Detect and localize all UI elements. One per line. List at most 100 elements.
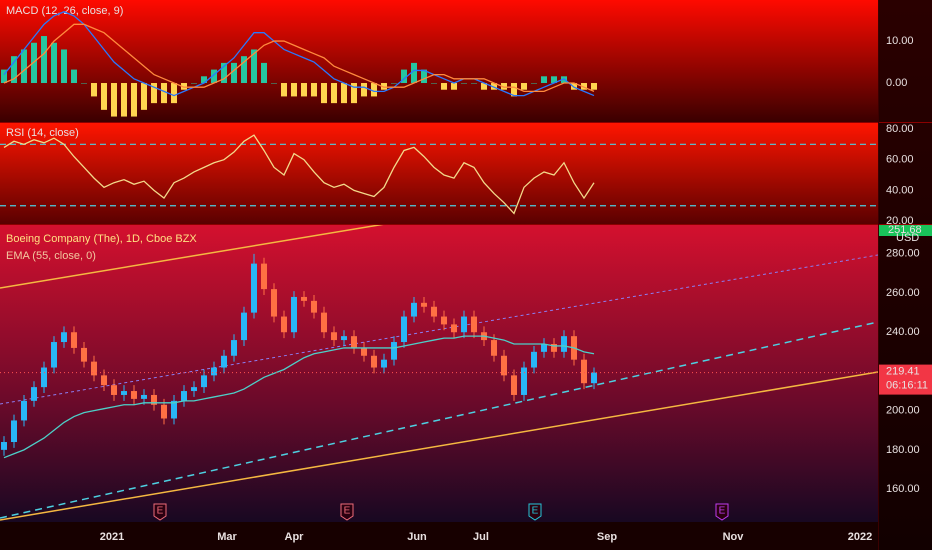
rsi-line [3, 134, 595, 215]
candle-body [31, 387, 37, 401]
histogram-bar [1, 69, 7, 84]
x-tick-label: Nov [723, 531, 745, 543]
histogram-bar [511, 83, 517, 97]
y-tick-label: 180.00 [886, 444, 920, 456]
trend-line [0, 371, 878, 521]
histogram-bar [241, 56, 247, 84]
histogram-bar [401, 69, 407, 84]
macd-plot [1, 11, 597, 117]
histogram-bar [461, 83, 467, 84]
candle-body [511, 375, 517, 395]
rsi-title: RSI (14, close) [6, 127, 79, 139]
candle-body [411, 302, 417, 317]
rsi-plot [0, 134, 878, 215]
histogram-bar [71, 69, 77, 84]
macd-line [3, 11, 595, 97]
y-tick-label: 280.00 [886, 248, 920, 260]
histogram-bar [301, 83, 307, 97]
histogram-bar [121, 83, 127, 117]
histogram-bar [451, 83, 457, 90]
histogram-bar [371, 83, 377, 97]
candle-body [161, 404, 167, 419]
x-tick-label: Jun [407, 531, 427, 543]
histogram-bar [361, 83, 367, 97]
candle-body [261, 263, 267, 290]
y-tick-label: 80.00 [886, 123, 914, 135]
event-label: E [157, 506, 164, 517]
histogram-bar [221, 62, 227, 84]
ema-legend: EMA (55, close, 0) [6, 250, 96, 262]
histogram-bar [331, 83, 337, 104]
candle-body [461, 316, 467, 333]
candle-body [581, 359, 587, 384]
candle-body [421, 302, 427, 307]
top-price-box [879, 225, 932, 236]
candle-body [251, 263, 257, 313]
y-tick-label: 240.00 [886, 326, 920, 338]
y-tick-label: 0.00 [886, 77, 907, 89]
candle-body [391, 342, 397, 360]
y-tick-label: 260.00 [886, 287, 920, 299]
candle-body [111, 385, 117, 395]
candle-body [361, 347, 367, 356]
histogram-bar [151, 83, 157, 104]
histogram-bar [391, 83, 397, 84]
candle-body [141, 394, 147, 399]
histogram-bar [491, 83, 497, 90]
candle-body [311, 300, 317, 313]
histogram-bar [351, 83, 357, 104]
histogram-bar [251, 49, 257, 84]
candle-body [221, 355, 227, 368]
macd-line [3, 23, 595, 93]
histogram-bar [421, 69, 427, 84]
y-tick-label: 10.00 [886, 35, 914, 47]
x-tick-label: Sep [597, 531, 617, 543]
histogram-bar [231, 62, 237, 84]
candle-body [211, 367, 217, 376]
last-price-box [879, 364, 932, 395]
price-plot [1, 253, 597, 459]
histogram-bar [411, 62, 417, 84]
histogram-bar [531, 83, 537, 84]
y-tick-label: 20.00 [886, 215, 914, 227]
histogram-bar [501, 83, 507, 90]
histogram-bar [21, 49, 27, 84]
event-marker [715, 503, 729, 521]
candle-body [371, 355, 377, 368]
histogram-bar [291, 83, 297, 97]
trend-line [0, 254, 878, 405]
ema-line [3, 335, 595, 459]
candle-body [491, 340, 497, 356]
y-tick-label: 40.00 [886, 184, 914, 196]
histogram-bar [471, 83, 477, 84]
countdown: 06:16:11 [886, 380, 928, 392]
candle-body [591, 372, 597, 384]
event-marker [340, 503, 354, 521]
histogram-bar [281, 83, 287, 97]
y-tick-label: 60.00 [886, 154, 914, 166]
candle-body [151, 394, 157, 405]
event-marker [528, 503, 542, 521]
histogram-bar [321, 83, 327, 104]
histogram-bar [271, 83, 277, 84]
candle-body [1, 442, 7, 450]
histogram-bar [191, 83, 197, 84]
last-price: 219.41 [886, 366, 920, 378]
candle-body [61, 332, 67, 343]
histogram-bar [261, 62, 267, 84]
histogram-bar [11, 56, 17, 84]
histogram-bar [211, 69, 217, 84]
macd-title: MACD (12, 26, close, 9) [6, 5, 123, 17]
histogram-bar [431, 83, 437, 84]
symbol-title: Boeing Company (The), 1D, Cboe BZX [6, 233, 197, 245]
candle-body [501, 355, 507, 376]
histogram-bar [131, 83, 137, 117]
price-axis [878, 0, 932, 550]
histogram-bar [441, 83, 447, 90]
x-tick-label: Apr [285, 531, 305, 543]
histogram-bar [141, 83, 147, 110]
histogram-bar [81, 83, 87, 84]
x-tick-label: 2021 [100, 531, 124, 543]
